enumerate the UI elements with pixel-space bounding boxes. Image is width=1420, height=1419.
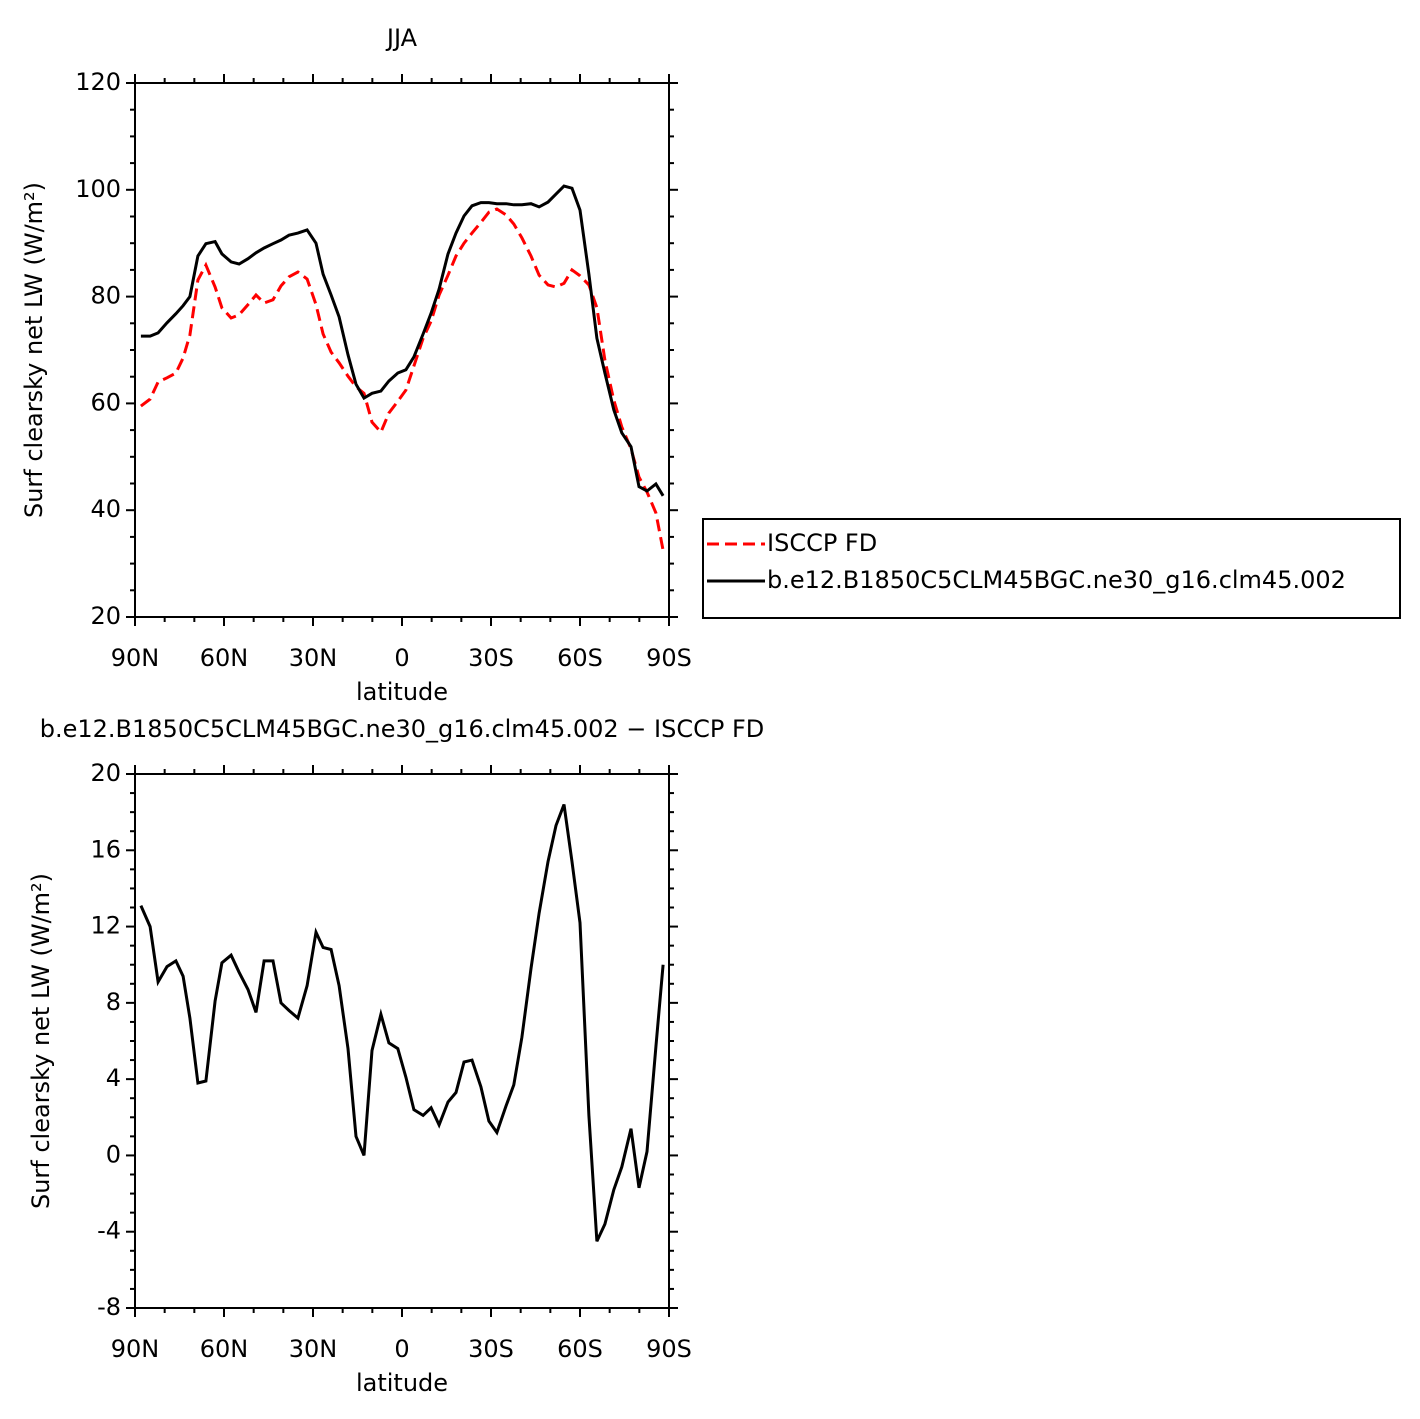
legend-box	[702, 518, 1401, 619]
y-axis-label: Surf clearsky net LW (W/m²)	[27, 873, 55, 1209]
x-axis-label: latitude	[356, 1369, 448, 1397]
chart-title: b.e12.B1850C5CLM45BGC.ne30_g16.clm45.002…	[40, 715, 765, 743]
y-tick-label: 100	[75, 175, 121, 203]
x-tick-label: 30N	[289, 644, 338, 672]
x-tick-label: 30S	[468, 644, 514, 672]
y-tick-label: 20	[90, 759, 121, 787]
data-line	[140, 184, 665, 497]
x-tick-label: 90S	[646, 1335, 692, 1363]
x-tick-label: 60S	[557, 1335, 603, 1363]
y-tick-label: 0	[106, 1140, 121, 1168]
x-tick-label: 60N	[200, 644, 249, 672]
x-tick-label: 90N	[111, 1335, 160, 1363]
y-tick-label: 12	[90, 912, 121, 940]
data-line	[139, 207, 665, 551]
plot-frame	[134, 773, 670, 1309]
x-tick-label: 0	[394, 1335, 409, 1363]
y-tick-label: 20	[90, 602, 121, 630]
x-tick-label: 30N	[289, 1335, 338, 1363]
x-tick-label: 60N	[200, 1335, 249, 1363]
legend-label: b.e12.B1850C5CLM45BGC.ne30_g16.clm45.002	[767, 566, 1346, 594]
y-axis-label: Surf clearsky net LW (W/m²)	[20, 182, 48, 518]
y-tick-label: -4	[97, 1217, 121, 1245]
x-tick-label: 60S	[557, 644, 603, 672]
y-tick-label: 60	[90, 388, 121, 416]
y-tick-label: 80	[90, 282, 121, 310]
y-tick-label: -8	[97, 1293, 121, 1321]
y-tick-label: 4	[106, 1064, 121, 1092]
x-tick-label: 90S	[646, 644, 692, 672]
plot-frame	[134, 82, 670, 618]
legend-label: ISCCP FD	[767, 529, 877, 557]
x-tick-label: 90N	[111, 644, 160, 672]
x-tick-label: 30S	[468, 1335, 514, 1363]
data-line	[139, 803, 665, 1242]
y-tick-label: 8	[106, 988, 121, 1016]
y-tick-label: 120	[75, 68, 121, 96]
y-tick-label: 40	[90, 495, 121, 523]
chart-title: JJA	[385, 24, 418, 52]
x-axis-label: latitude	[356, 678, 448, 706]
y-tick-label: 16	[90, 835, 121, 863]
x-tick-label: 0	[394, 644, 409, 672]
